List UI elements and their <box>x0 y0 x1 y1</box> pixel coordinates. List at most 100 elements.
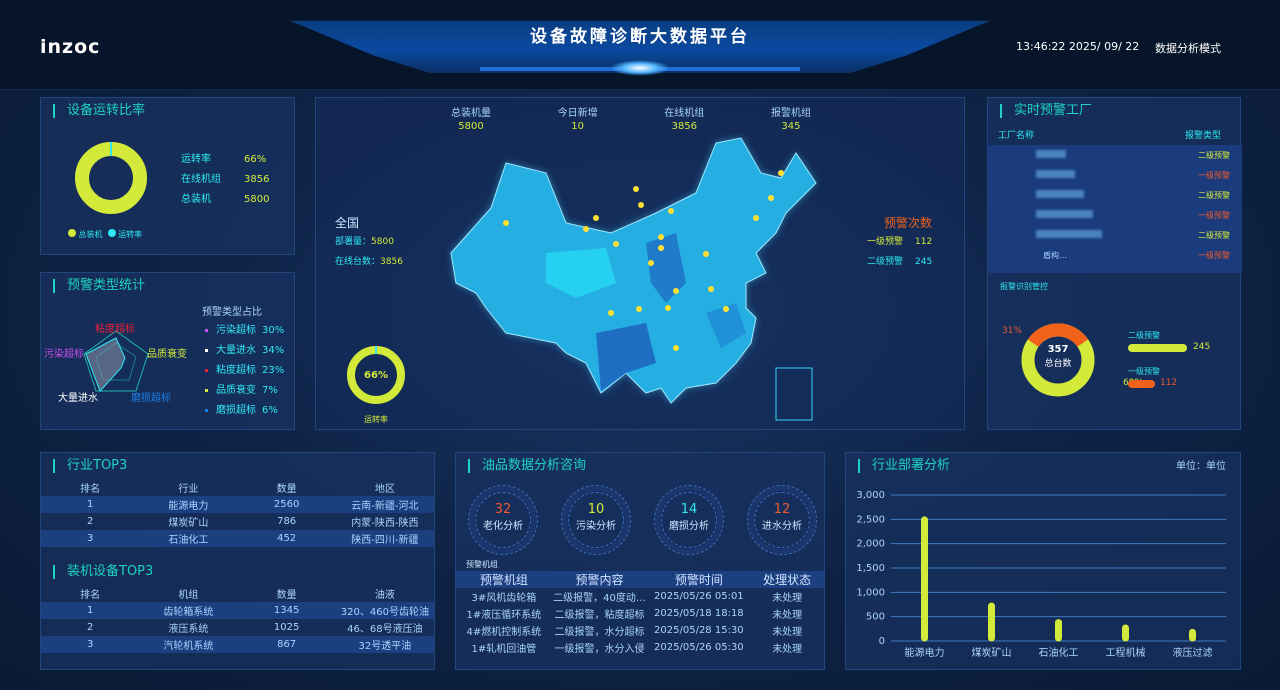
table-cell: 1 <box>86 499 94 510</box>
location-marker[interactable] <box>503 220 509 226</box>
y-tick-label: 3,000 <box>856 490 885 501</box>
logo: inzoc <box>40 36 101 58</box>
alert-type-item: 磨损超标 6% <box>205 401 284 421</box>
legend: 总装机 运转率 <box>68 229 142 240</box>
alert-type: 二级预警 <box>1198 151 1230 160</box>
table-row[interactable]: 1#液压循环系统 二级报警，粘度超标 2025/05/18 18:18 未处理 <box>456 605 824 622</box>
equipment-table: 排名 机组 数量 油液 1 齿轮箱系统 1345 320、460号齿轮油 2 液压系统 1025 46… <box>41 585 434 653</box>
location-marker[interactable] <box>633 186 639 192</box>
color-dot <box>205 408 208 412</box>
table-cell: 二级报警，40度动… <box>553 593 646 604</box>
table-row[interactable]: 2 液压系统 1025 46、68号液压油 <box>41 619 434 636</box>
factory-list[interactable]: 二级预警 一级预警 二级预警 一级预警 二级预警 盾构… 一级预警 <box>988 145 1242 273</box>
oil-metric-0[interactable]: 32 老化分析 <box>468 485 538 555</box>
legend-rate[interactable]: 运转率 <box>118 230 143 239</box>
item-value: 7% <box>262 385 278 396</box>
color-dot <box>205 328 208 332</box>
table-row[interactable]: 1 齿轮箱系统 1345 320、460号齿轮油 <box>41 602 434 619</box>
factory-row[interactable]: 一级预警 <box>988 165 1242 185</box>
column-header: 预警时间 <box>674 573 723 587</box>
location-marker[interactable] <box>613 241 619 247</box>
alert-type: 一级预警 <box>1198 211 1230 220</box>
panel-title: 实时预警工厂 <box>1000 104 1092 118</box>
stat-item: 今日新增 10 <box>558 104 598 132</box>
location-marker[interactable] <box>753 215 759 221</box>
metric-label: 磨损分析 <box>669 521 709 532</box>
column-header: 排名 <box>80 484 101 495</box>
table-cell: 汽轮机系统 <box>163 641 214 652</box>
total-value: 357 <box>1047 344 1069 355</box>
panel-title: 装机设备TOP3 <box>53 565 153 579</box>
chart-title: 行业部署分析 <box>858 459 950 473</box>
legend-total[interactable]: 总装机 <box>78 230 103 239</box>
location-marker[interactable] <box>673 345 679 351</box>
y-tick-label: 1,500 <box>856 563 885 574</box>
column-header: 数量 <box>276 484 297 495</box>
table-row[interactable]: 3#风机齿轮箱 二级报警，40度动… 2025/05/26 05:01 未处理 <box>456 588 824 605</box>
table-row[interactable]: 3 汽轮机系统 867 32号透平油 <box>41 636 434 653</box>
table-row[interactable]: 2 煤炭矿山 786 内蒙-陕西-陕西 <box>41 513 434 530</box>
item-label: 大量进水 <box>216 345 256 356</box>
national-title: 全国 <box>335 216 360 230</box>
stat-item: 总装机量 5800 <box>451 104 491 132</box>
factory-row[interactable]: 二级预警 <box>988 145 1242 165</box>
table-cell: 煤炭矿山 <box>168 518 209 529</box>
column-header: 预警机组 <box>479 573 528 587</box>
oil-metric-3[interactable]: 12 进水分析 <box>747 485 817 555</box>
metric-value: 32 <box>494 502 512 517</box>
table-cell: 2025/05/26 05:30 <box>654 642 744 653</box>
location-marker[interactable] <box>708 286 714 292</box>
location-marker[interactable] <box>648 260 654 266</box>
table-cell: 3 <box>86 639 94 650</box>
location-marker[interactable] <box>668 208 674 214</box>
factory-row[interactable]: 二级预警 <box>988 225 1242 245</box>
bar-label: 二级预警 <box>1128 331 1160 340</box>
location-marker[interactable] <box>658 234 664 240</box>
row: 在线机组 3856 <box>181 174 270 185</box>
y-tick-label: 500 <box>866 612 885 623</box>
bar-value: 112 <box>1160 378 1178 388</box>
mode-button[interactable]: 数据分析模式 <box>1155 42 1221 55</box>
location-marker[interactable] <box>665 305 671 311</box>
radar-label: 粘度超标 <box>95 324 135 335</box>
location-marker[interactable] <box>703 251 709 257</box>
oil-metric-2[interactable]: 14 磨损分析 <box>654 485 724 555</box>
header: inzoc 设备故障诊断大数据平台 13:46:22 2025/ 09/ 22 … <box>0 0 1280 90</box>
blurred-name <box>1036 150 1066 158</box>
location-marker[interactable] <box>608 310 614 316</box>
location-marker[interactable] <box>778 170 784 176</box>
factory-row[interactable]: 盾构… 一级预警 <box>988 245 1242 265</box>
panel-title: 设备运转比率 <box>53 104 145 118</box>
oil-panel: 油品数据分析咨询 32 老化分析 10 污染分析 14 磨损分析 12 进水分析 预警机组 预… <box>455 452 825 670</box>
table-cell: 320、460号齿轮油 <box>340 607 429 618</box>
location-marker[interactable] <box>593 215 599 221</box>
location-marker[interactable] <box>673 288 679 294</box>
deploy-chart-panel: 行业部署分析 单位：单位 0 500 1,000 1,500 2,000 2,500 3,0… <box>845 452 1241 670</box>
table-cell: 2025/05/28 15:30 <box>654 625 744 636</box>
radar-label: 污染超标 <box>44 349 84 360</box>
table-cell: 2 <box>86 516 94 527</box>
item-value: 23% <box>262 365 285 376</box>
table-row[interactable]: 1 能源电力 2560 云南-新疆-河北 <box>41 496 434 513</box>
factory-row[interactable]: 二级预警 <box>988 185 1242 205</box>
table-row[interactable]: 1#轧机回油管 一级报警，水分入侵 2025/05/26 05:30 未处理 <box>456 639 824 656</box>
factory-row[interactable]: 一级预警 <box>988 205 1242 225</box>
location-marker[interactable] <box>723 306 729 312</box>
stat-label: 今日新增 <box>557 108 598 119</box>
oil-metric-1[interactable]: 10 污染分析 <box>561 485 631 555</box>
table-row[interactable]: 4#燃机控制系统 二级报警，水分超标 2025/05/28 15:30 未处理 <box>456 622 824 639</box>
table-cell: 46、68号液压油 <box>347 624 423 635</box>
location-marker[interactable] <box>768 195 774 201</box>
unit-label: 单位：单位 <box>1176 461 1226 472</box>
location-marker[interactable] <box>638 202 644 208</box>
alert-level-donut <box>1021 323 1095 397</box>
location-marker[interactable] <box>583 226 589 232</box>
column-header: 预警内容 <box>575 573 624 587</box>
metric-label: 进水分析 <box>762 521 802 532</box>
location-marker[interactable] <box>636 306 642 312</box>
table-row[interactable]: 3 石油化工 452 陕西-四川-新疆 <box>41 530 434 547</box>
table-title: 预警机组 <box>466 560 498 569</box>
table-cell: 液压系统 <box>168 624 209 635</box>
location-marker[interactable] <box>658 245 664 251</box>
china-map[interactable] <box>446 133 836 423</box>
